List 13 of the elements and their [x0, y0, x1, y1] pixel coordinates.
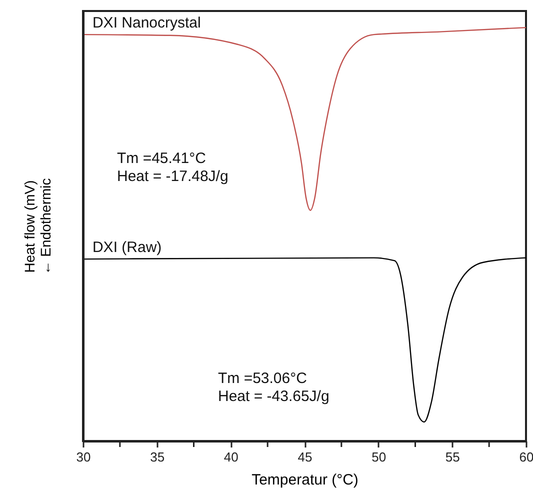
annotation: Tm =53.06°C Heat = -43.65J/g — [218, 370, 330, 405]
x-tick-label: 45 — [298, 450, 312, 464]
x-tick-label: 35 — [150, 450, 165, 464]
x-tick-label: 60 — [519, 450, 533, 464]
x-tick-label: 30 — [76, 450, 91, 464]
x-tick-label: 55 — [445, 450, 460, 464]
annotation: Tm =45.41°C Heat = -17.48J/g — [117, 150, 228, 185]
x-tick-label: 40 — [224, 450, 238, 464]
x-tick-label: 50 — [372, 450, 386, 464]
series-label: DXI Nanocrystal — [92, 14, 201, 32]
series-label: DXI (Raw) — [92, 239, 162, 256]
x-axis-title: Temperatur (°C) — [252, 472, 358, 488]
y-axis-title: Heat flow (mV) ← Endothermic — [22, 178, 54, 275]
